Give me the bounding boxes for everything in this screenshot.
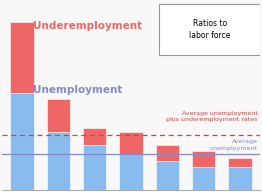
Bar (228, 157, 252, 167)
Text: Unemployment: Unemployment (33, 85, 122, 95)
Text: Underemployment: Underemployment (33, 21, 142, 31)
Bar (83, 145, 106, 190)
FancyBboxPatch shape (159, 4, 260, 55)
Bar (119, 154, 143, 190)
Bar (47, 99, 70, 132)
Bar (156, 161, 179, 190)
Bar (119, 132, 143, 154)
Bar (228, 167, 252, 190)
Bar (10, 22, 34, 93)
Bar (47, 132, 70, 190)
Text: Ratios to
labor force: Ratios to labor force (189, 19, 230, 40)
Text: Average unemployment
plus underemployment rates: Average unemployment plus underemploymen… (166, 111, 257, 122)
Bar (10, 93, 34, 190)
Bar (83, 128, 106, 145)
Bar (192, 151, 215, 167)
Text: Average
unemployment: Average unemployment (209, 139, 257, 151)
Bar (192, 167, 215, 190)
Bar (156, 145, 179, 161)
